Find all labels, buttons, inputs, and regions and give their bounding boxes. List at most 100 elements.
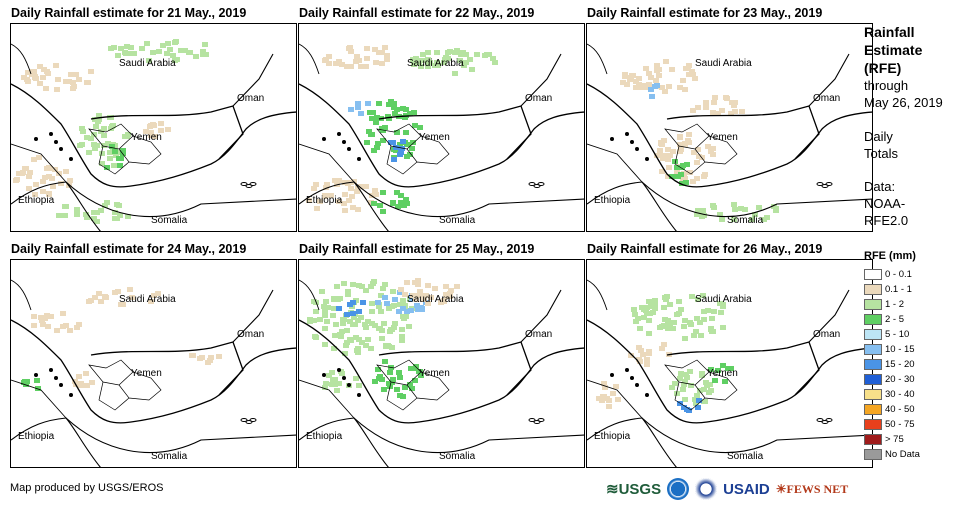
rainfall-cell <box>670 149 676 154</box>
rainfall-cell <box>435 63 441 68</box>
rainfall-cell <box>414 293 420 298</box>
rainfall-cell <box>144 41 150 46</box>
rainfall-cell <box>700 208 706 213</box>
socotra-island <box>249 182 257 186</box>
rainfall-cell <box>722 379 728 384</box>
rainfall-cell <box>389 345 395 350</box>
rainfall-cell <box>399 327 405 332</box>
socotra-island <box>528 418 536 422</box>
legend-swatch <box>864 269 882 280</box>
rainfall-cell <box>659 346 665 351</box>
socotra-island <box>249 418 257 422</box>
rainfall-cell <box>46 192 52 197</box>
rainfall-cell <box>656 73 662 78</box>
rainfall-cell <box>326 54 332 59</box>
rainfall-cell <box>321 304 327 309</box>
rainfall-cell <box>674 165 680 170</box>
rainfall-cell <box>742 207 748 212</box>
socotra-island <box>240 418 248 422</box>
island <box>635 383 639 387</box>
rainfall-cell <box>731 217 737 222</box>
rainfall-cell <box>392 297 398 302</box>
rainfall-cell <box>380 209 386 214</box>
rainfall-cell <box>379 336 385 341</box>
legend-label: No Data <box>885 449 920 460</box>
rainfall-cell <box>329 370 335 375</box>
rainfall-cell <box>401 203 407 208</box>
rainfall-cell <box>14 177 20 182</box>
rainfall-cell <box>633 79 639 84</box>
label-saudi-arabia: Saudi Arabia <box>407 294 464 305</box>
rainfall-cell <box>659 169 665 174</box>
legend: 0 - 0.1 0.1 - 1 1 - 2 2 - 5 5 - 10 10 - 15 15 … <box>864 267 920 462</box>
rainfall-cell <box>363 288 369 293</box>
gulf-of-aden-coast <box>65 181 296 217</box>
island <box>337 132 341 136</box>
rainfall-cell <box>323 299 329 304</box>
rainfall-cell <box>336 306 342 311</box>
rainfall-cell <box>71 84 77 89</box>
rainfall-cell <box>467 57 473 62</box>
red-sea-coast <box>299 279 320 311</box>
rainfall-cell <box>393 145 399 150</box>
rainfall-cell <box>91 132 97 137</box>
rainfall-cell <box>158 121 164 126</box>
rainfall-cell <box>311 186 317 191</box>
rainfall-cell <box>345 289 351 294</box>
rainfall-cell <box>360 300 366 305</box>
rainfall-cell <box>63 79 69 84</box>
rainfall-cell <box>408 366 414 371</box>
rainfall-cell <box>372 379 378 384</box>
rainfall-cell <box>363 325 369 330</box>
rainfall-cell <box>712 95 718 100</box>
legend-label: 15 - 20 <box>885 359 915 370</box>
rainfall-cell <box>337 332 343 337</box>
rainfall-cell <box>54 328 60 333</box>
rainfall-cell <box>365 337 371 342</box>
governorate-borders <box>376 359 450 411</box>
horn-border <box>587 143 643 183</box>
rainfall-cell <box>203 52 209 57</box>
rainfall-cell <box>328 193 334 198</box>
rainfall-cell <box>143 129 149 134</box>
rainfall-cell <box>336 199 342 204</box>
usaid-seal-icon <box>695 478 718 500</box>
rainfall-cell <box>624 82 630 87</box>
rainfall-cell <box>731 103 737 108</box>
island <box>342 376 346 380</box>
rainfall-cell <box>42 175 48 180</box>
rainfall-cell <box>665 326 671 331</box>
rainfall-cell <box>653 78 659 83</box>
rainfall-cell <box>113 153 119 158</box>
rainfall-cell <box>364 46 370 51</box>
label-yemen: Yemen <box>419 368 450 379</box>
rainfall-cell <box>681 324 687 329</box>
rainfall-cell <box>200 49 206 54</box>
rainfall-cell <box>390 289 396 294</box>
rainfall-cell <box>648 75 654 80</box>
sidebar-date: May 26, 2019 <box>864 95 943 110</box>
rainfall-cell <box>114 202 120 207</box>
rainfall-cell <box>187 50 193 55</box>
rainfall-cell <box>732 207 738 212</box>
gulf-of-aden-coast <box>65 417 296 453</box>
oman-border <box>808 53 850 107</box>
ethiopia-coast <box>11 181 101 231</box>
label-oman: Oman <box>237 93 265 104</box>
rainfall-cell <box>443 55 449 60</box>
rainfall-cell <box>376 101 382 106</box>
rainfall-cell <box>380 286 386 291</box>
horn-border <box>299 379 355 419</box>
rainfall-cell <box>86 150 92 155</box>
rainfall-cell <box>710 329 716 334</box>
rainfall-cell <box>333 61 339 66</box>
rainfall-cell <box>353 335 359 340</box>
rainfall-cell <box>173 39 179 44</box>
rainfall-cell <box>112 216 118 221</box>
rainfall-cell <box>681 382 687 387</box>
rainfall-cell <box>355 318 361 323</box>
rainfall-cell <box>654 83 660 88</box>
rainfall-cell <box>764 215 770 220</box>
rainfall-cell <box>40 75 46 80</box>
sidebar-title-3: (RFE) <box>864 60 902 76</box>
